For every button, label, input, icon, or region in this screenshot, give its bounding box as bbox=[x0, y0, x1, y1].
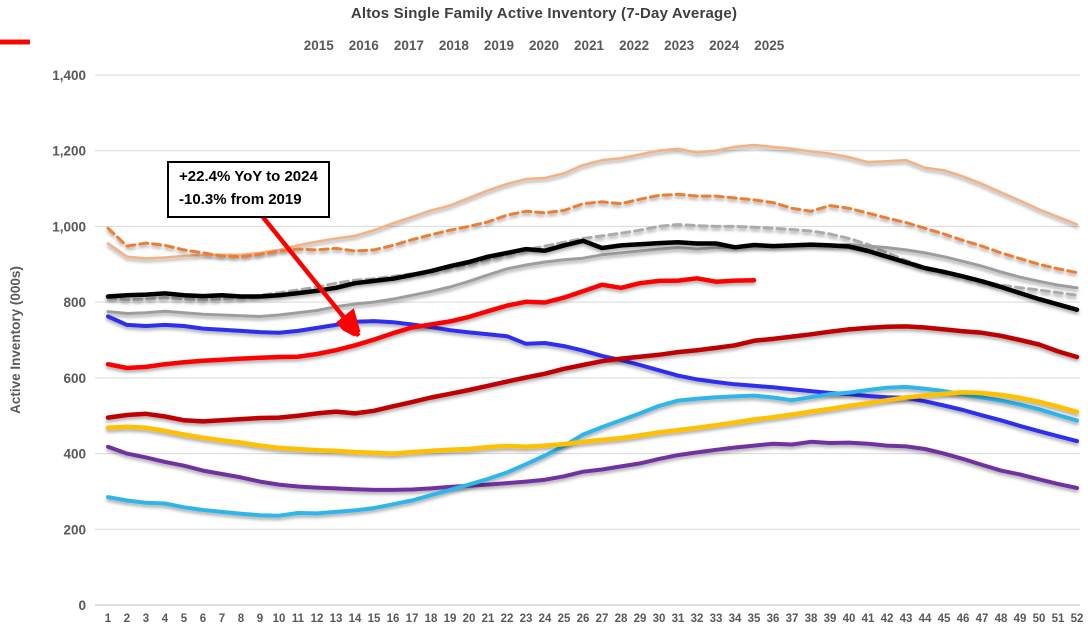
x-tick-20: 20 bbox=[463, 613, 476, 625]
x-tick-46: 46 bbox=[957, 613, 970, 625]
x-tick-17: 17 bbox=[406, 613, 419, 625]
legend-item-2025: 2025 bbox=[0, 38, 785, 53]
chart-legend: 2015 2016 2017 2018 2019 2020 2021 2022 2023 2024… bbox=[0, 38, 1088, 53]
x-tick-43: 43 bbox=[900, 613, 913, 625]
legend-label-2017: 2017 bbox=[393, 38, 424, 53]
x-tick-22: 22 bbox=[501, 613, 514, 625]
x-tick-36: 36 bbox=[767, 613, 780, 625]
x-tick-3: 3 bbox=[143, 613, 149, 625]
x-tick-41: 41 bbox=[862, 613, 875, 625]
x-tick-2: 2 bbox=[124, 613, 130, 625]
x-tick-24: 24 bbox=[539, 613, 552, 625]
x-tick-30: 30 bbox=[653, 613, 666, 625]
x-tick-11: 11 bbox=[292, 613, 305, 625]
x-tick-33: 33 bbox=[710, 613, 723, 625]
x-tick-42: 42 bbox=[881, 613, 894, 625]
series-line-2021 bbox=[106, 439, 1079, 492]
x-tick-18: 18 bbox=[425, 613, 438, 625]
x-tick-10: 10 bbox=[273, 613, 286, 625]
x-tick-28: 28 bbox=[615, 613, 628, 625]
x-tick-29: 29 bbox=[634, 613, 647, 625]
legend-label-2018: 2018 bbox=[438, 38, 469, 53]
series-line-2020 bbox=[106, 314, 1079, 444]
x-tick-49: 49 bbox=[1014, 613, 1027, 625]
x-tick-51: 51 bbox=[1052, 613, 1065, 625]
legend-label-2021: 2021 bbox=[574, 38, 605, 53]
series-line-2022 bbox=[106, 384, 1079, 518]
x-tick-16: 16 bbox=[387, 613, 400, 625]
series-line-2016 bbox=[106, 192, 1079, 275]
x-tick-44: 44 bbox=[919, 613, 932, 625]
x-tick-15: 15 bbox=[368, 613, 381, 625]
y-tick-600: 600 bbox=[63, 371, 86, 386]
legend-label-2020: 2020 bbox=[528, 38, 560, 53]
y-tick-800: 800 bbox=[63, 295, 86, 310]
y-tick-1000: 1,000 bbox=[52, 219, 86, 234]
legend-label-2024: 2024 bbox=[709, 38, 740, 53]
series-line-2025 bbox=[105, 276, 757, 371]
chart-title: Altos Single Family Active Inventory (7-… bbox=[350, 5, 738, 22]
annotation-box: +22.4% YoY to 2024 -10.3% from 2019 bbox=[167, 161, 330, 218]
y-tick-1200: 1,200 bbox=[52, 144, 86, 159]
x-tick-5: 5 bbox=[181, 613, 188, 625]
annotation-line-1: +22.4% YoY to 2024 bbox=[179, 168, 318, 185]
x-tick-12: 12 bbox=[311, 613, 324, 625]
x-tick-13: 13 bbox=[330, 613, 343, 625]
legend-label-2016: 2016 bbox=[348, 38, 379, 53]
x-tick-6: 6 bbox=[200, 613, 206, 625]
x-tick-38: 38 bbox=[805, 613, 818, 625]
x-tick-39: 39 bbox=[824, 613, 837, 625]
y-axis-title: Active Inventory (000s) bbox=[8, 266, 23, 414]
x-tick-50: 50 bbox=[1033, 613, 1046, 625]
legend-label-2022: 2022 bbox=[619, 38, 650, 53]
series-line-2018 bbox=[106, 243, 1079, 318]
x-tick-8: 8 bbox=[238, 613, 245, 625]
y-tick-1400: 1,400 bbox=[52, 68, 86, 83]
x-tick-1: 1 bbox=[105, 613, 112, 625]
series-line-2019 bbox=[105, 238, 1080, 312]
annotation-arrow bbox=[260, 214, 359, 336]
x-tick-19: 19 bbox=[444, 613, 457, 625]
x-tick-26: 26 bbox=[577, 613, 590, 625]
series-line-2023 bbox=[105, 389, 1080, 456]
x-tick-9: 9 bbox=[257, 613, 263, 625]
x-tick-27: 27 bbox=[596, 613, 609, 625]
x-tick-52: 52 bbox=[1071, 613, 1084, 625]
x-tick-31: 31 bbox=[672, 613, 685, 625]
x-tick-37: 37 bbox=[786, 613, 799, 625]
x-tick-47: 47 bbox=[976, 613, 989, 625]
x-tick-32: 32 bbox=[691, 613, 704, 625]
legend-label-2015: 2015 bbox=[303, 38, 334, 53]
legend-label-2019: 2019 bbox=[483, 38, 514, 53]
x-tick-48: 48 bbox=[995, 613, 1008, 625]
legend-label-2023: 2023 bbox=[664, 38, 695, 53]
series-line-2024 bbox=[105, 324, 1080, 424]
y-tick-400: 400 bbox=[63, 447, 86, 462]
x-tick-25: 25 bbox=[558, 613, 571, 625]
x-tick-40: 40 bbox=[843, 613, 856, 625]
legend-swatch-2025 bbox=[0, 39, 30, 45]
y-tick-200: 200 bbox=[63, 522, 86, 537]
x-tick-34: 34 bbox=[729, 613, 742, 625]
x-tick-21: 21 bbox=[482, 613, 495, 625]
x-tick-45: 45 bbox=[938, 613, 951, 625]
x-tick-14: 14 bbox=[349, 613, 362, 625]
x-tick-4: 4 bbox=[162, 613, 169, 625]
x-tick-23: 23 bbox=[520, 613, 533, 625]
annotation-line-2: -10.3% from 2019 bbox=[179, 190, 302, 208]
legend-label-2025: 2025 bbox=[754, 38, 785, 53]
x-tick-7: 7 bbox=[219, 613, 225, 625]
x-tick-35: 35 bbox=[748, 613, 761, 625]
y-tick-0: 0 bbox=[78, 598, 86, 613]
